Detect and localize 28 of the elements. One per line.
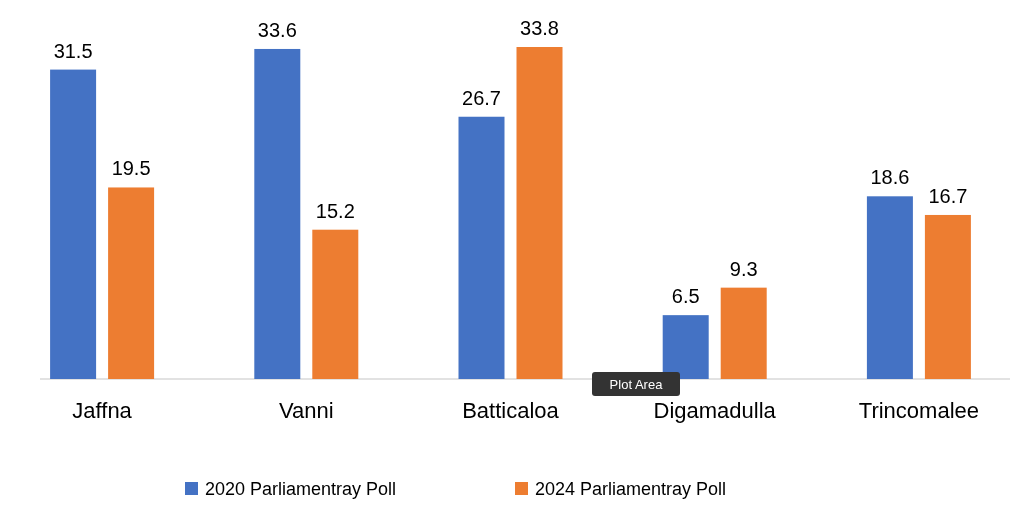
bar bbox=[924, 214, 971, 379]
bar bbox=[866, 196, 913, 379]
data-label: 16.7 bbox=[928, 184, 968, 207]
x-tick-label: Trincomalee bbox=[858, 398, 980, 423]
bar bbox=[254, 48, 301, 379]
bar bbox=[516, 47, 563, 379]
data-label: 31.5 bbox=[53, 39, 93, 62]
data-label: 19.5 bbox=[111, 157, 151, 180]
data-label: 33.8 bbox=[520, 17, 559, 39]
data-label: 6.5 bbox=[671, 285, 700, 308]
annotation: Plot Area bbox=[609, 377, 664, 392]
bar bbox=[312, 229, 359, 379]
data-label: 26.7 bbox=[462, 86, 501, 109]
legend-label: 2024 Parliamentray Poll bbox=[535, 479, 727, 499]
bar bbox=[662, 315, 709, 379]
bar bbox=[108, 187, 155, 379]
bar bbox=[720, 287, 767, 379]
legend-label: 2020 Parliamentray Poll bbox=[205, 479, 397, 499]
data-label: 9.3 bbox=[729, 257, 758, 280]
x-tick-label: Jaffna bbox=[72, 398, 133, 423]
bar bbox=[458, 116, 505, 379]
data-label: 15.2 bbox=[315, 199, 355, 222]
data-label: 18.6 bbox=[870, 166, 910, 189]
x-tick-label: Digamadulla bbox=[653, 398, 777, 423]
bar bbox=[50, 69, 97, 379]
x-tick-label: Vanni bbox=[278, 398, 334, 423]
data-label: 33.6 bbox=[257, 18, 297, 41]
x-tick-label: Batticaloa bbox=[462, 398, 560, 423]
